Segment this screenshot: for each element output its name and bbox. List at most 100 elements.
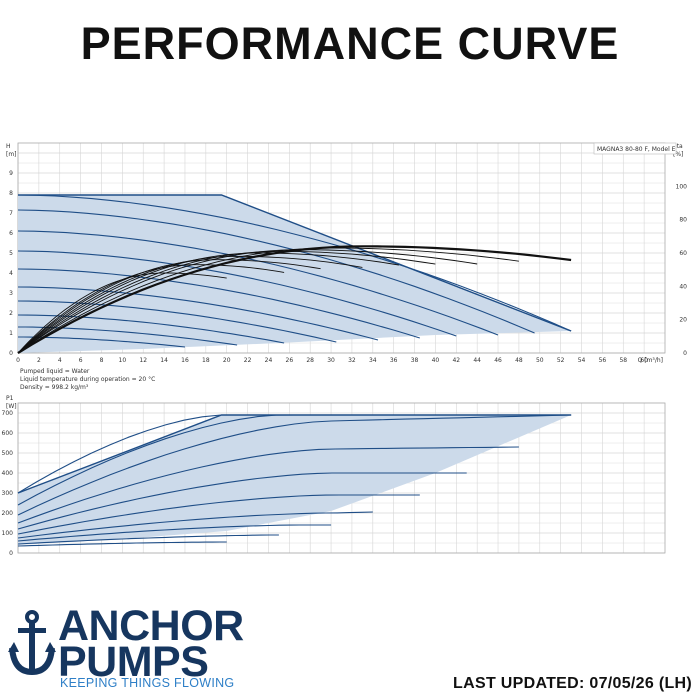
- x-tick-label: 34: [369, 357, 377, 364]
- power-tick-label: 600: [2, 430, 14, 437]
- power-curve: [17, 511, 373, 539]
- power-tick-label: 700: [2, 410, 14, 417]
- speed-curve: [17, 300, 337, 343]
- eta-tick-label: 20: [679, 317, 687, 324]
- eta-axis-label: eta: [673, 143, 683, 150]
- x-tick-label: 58: [619, 357, 627, 364]
- anchor-icon: [8, 610, 56, 676]
- eta-tick-label: 40: [679, 283, 687, 290]
- plot-frame: [17, 402, 666, 554]
- efficiency-curve: [17, 272, 227, 354]
- y-tick-label: 2: [9, 310, 13, 317]
- x-tick-label: 60: [640, 357, 648, 364]
- power-axis-label: P1: [6, 395, 14, 402]
- power-tick-label: 100: [2, 530, 14, 537]
- speed-curve: [17, 250, 457, 337]
- power-curve: [17, 414, 572, 516]
- head-flow-chart: 0 2 4 6 8 10 12 14 16 18 20 22 24 26 28 30 32 34 36 38 40 42 4…: [6, 142, 688, 391]
- power-tick-label: 300: [2, 490, 14, 497]
- x-tick-label: 22: [244, 357, 252, 364]
- x-tick-label: 12: [139, 357, 147, 364]
- speed-curve: [17, 268, 420, 339]
- eta-axis-unit: [%]: [673, 151, 683, 158]
- efficiency-curve: [17, 252, 399, 354]
- x-tick-label: 10: [119, 357, 127, 364]
- efficiency-curve: [17, 255, 363, 354]
- x-tick-label: 6: [79, 357, 83, 364]
- power-tick-label: 0: [9, 550, 13, 557]
- power-tick-label: 200: [2, 510, 14, 517]
- brand-name-line2: PUMPS: [58, 638, 209, 686]
- y-tick-label: 5: [9, 250, 13, 257]
- y-tick-label: 0: [9, 350, 13, 357]
- liquid-note: Pumped liquid = Water: [20, 368, 90, 375]
- x-tick-label: 46: [494, 357, 502, 364]
- x-tick-label: 52: [557, 357, 565, 364]
- y-tick-label: 9: [9, 170, 13, 177]
- x-tick-label: 14: [160, 357, 168, 364]
- efficiency-curve: [17, 250, 436, 354]
- brand-tagline: KEEPING THINGS FLOWING: [60, 676, 235, 690]
- x-tick-label: 56: [599, 357, 607, 364]
- efficiency-curve: [17, 259, 321, 354]
- speed-curve: [17, 194, 572, 332]
- x-tick-label: 18: [202, 357, 210, 364]
- x-tick-label: 28: [306, 357, 314, 364]
- brand-name-line1: ANCHOR: [58, 602, 244, 650]
- y-tick-label: 1: [9, 330, 13, 337]
- y-axis-label: H: [6, 143, 11, 150]
- power-curve: [17, 534, 279, 545]
- max-curve: [18, 194, 572, 332]
- x-tick-label: 4: [58, 357, 62, 364]
- power-axis-unit: [W]: [6, 403, 17, 410]
- x-tick-label: 50: [536, 357, 544, 364]
- x-tick-label: 0: [16, 357, 20, 364]
- brand-logo: ANCHOR PUMPS KEEPING THINGS FLOWING: [8, 604, 258, 694]
- max-power-curve: [17, 414, 572, 494]
- y-tick-label: 3: [9, 290, 13, 297]
- speed-curve: [17, 209, 535, 334]
- x-tick-label: 8: [100, 357, 104, 364]
- y-axis-unit: [m]: [6, 151, 17, 158]
- x-tick-label: 30: [327, 357, 335, 364]
- power-tick-label: 400: [2, 470, 14, 477]
- liquid-note: Liquid temperature during operation = 20…: [20, 376, 155, 383]
- power-chart: 0 100 200 300 400 500 600 700 P1[W]: [2, 395, 666, 557]
- x-tick-label: 54: [578, 357, 586, 364]
- speed-curve: [17, 286, 379, 341]
- x-tick-label: 42: [452, 357, 460, 364]
- power-curve: [17, 541, 227, 547]
- x-tick-label: 44: [473, 357, 481, 364]
- x-tick-label: 26: [286, 357, 294, 364]
- x-tick-label: 24: [265, 357, 273, 364]
- power-curve: [17, 472, 467, 530]
- page-title: PERFORMANCE CURVE: [80, 18, 620, 69]
- operating-area: [18, 195, 572, 353]
- y-tick-label: 7: [9, 210, 13, 217]
- y-tick-label: 6: [9, 230, 13, 237]
- x-tick-label: 48: [515, 357, 523, 364]
- model-label-box: [593, 142, 677, 155]
- liquid-note: Density = 998.2 kg/m³: [20, 384, 89, 391]
- eta-tick-label: 60: [679, 250, 687, 257]
- model-label: MAGNA3 80-80 F, Model E: [597, 146, 676, 153]
- x-tick-label: 32: [348, 357, 356, 364]
- x-axis-label: Q [m³/h]: [638, 357, 663, 364]
- efficiency-curve: [17, 247, 519, 354]
- x-tick-label: 40: [432, 357, 440, 364]
- x-tick-label: 36: [390, 357, 398, 364]
- x-tick-label: 16: [181, 357, 189, 364]
- last-updated-label: LAST UPDATED: 07/05/26 (LH): [453, 675, 692, 692]
- performance-chart: 0 2 4 6 8 10 12 14 16 18 20 22 24 26 28 30 32 34 36 38 40 42 4…: [2, 142, 688, 557]
- efficiency-curve: [17, 245, 572, 354]
- power-curve: [17, 494, 420, 535]
- eta-tick-label: 100: [676, 183, 688, 190]
- eta-tick-label: 0: [683, 350, 687, 357]
- y-tick-label: 8: [9, 190, 13, 197]
- y-tick-label: 4: [9, 270, 13, 277]
- power-tick-label: 500: [2, 450, 14, 457]
- eta-tick-label: 80: [679, 217, 687, 224]
- power-curve: [17, 446, 519, 524]
- efficiency-curve: [17, 264, 285, 354]
- x-tick-label: 38: [411, 357, 419, 364]
